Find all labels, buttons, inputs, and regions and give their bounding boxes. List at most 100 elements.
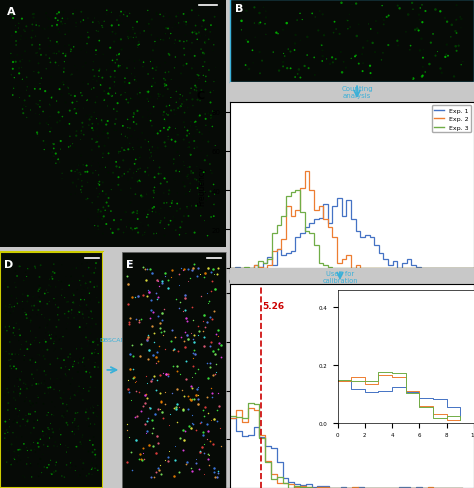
Point (77, 296, 84, 304)
Point (182, 460, 190, 468)
Point (188, 40, 196, 48)
Point (135, 153, 142, 161)
Point (180, 136, 188, 144)
Point (168, 24, 176, 32)
Point (90, 464, 97, 471)
Point (170, 472, 178, 480)
Point (157, 397, 165, 405)
Point (160, 190, 168, 198)
Point (57, 21, 65, 29)
Point (153, 230, 160, 238)
Point (8, 292, 15, 300)
Point (85, 470, 93, 478)
Point (42, 329, 49, 337)
Point (364, 38, 371, 46)
Point (150, 473, 158, 481)
Point (46, 276, 54, 284)
Point (453, 48, 460, 56)
Point (13, 295, 20, 303)
Point (155, 283, 163, 291)
Point (70, 361, 77, 368)
Point (10, 388, 18, 396)
Point (175, 403, 182, 411)
Point (393, 38, 401, 45)
Point (211, 142, 219, 150)
Point (41, 314, 48, 322)
Point (316, 8, 323, 16)
Point (79, 124, 86, 132)
Point (86, 111, 94, 119)
Point (201, 21, 209, 29)
Point (82, 334, 90, 342)
Point (135, 94, 142, 102)
Point (71, 48, 78, 56)
Point (154, 294, 162, 302)
Point (44, 346, 51, 354)
Point (198, 147, 205, 155)
Point (191, 261, 198, 269)
Point (161, 116, 168, 124)
Point (452, 43, 459, 51)
Point (3, 427, 10, 434)
Point (142, 95, 150, 102)
Point (409, 75, 416, 83)
Point (123, 133, 131, 141)
Point (138, 169, 146, 177)
Point (165, 187, 173, 195)
Point (94, 341, 102, 349)
Point (197, 419, 204, 427)
Point (112, 90, 119, 98)
Point (6, 363, 14, 370)
Point (23, 87, 30, 95)
Point (156, 371, 164, 379)
Point (69, 100, 76, 107)
Point (8, 365, 15, 373)
Point (36, 298, 44, 306)
Point (46, 60, 54, 67)
Point (23, 273, 30, 281)
Point (71, 63, 79, 71)
Point (28, 382, 36, 389)
Point (58, 292, 65, 300)
Point (29, 11, 36, 19)
Point (158, 53, 165, 61)
Point (37, 75, 45, 83)
Point (169, 363, 177, 370)
Point (197, 180, 204, 188)
Point (143, 292, 150, 300)
Point (195, 113, 202, 121)
Point (126, 140, 134, 148)
Point (94, 364, 102, 371)
Point (44, 319, 52, 327)
Point (173, 190, 181, 198)
Point (42, 324, 49, 332)
Point (130, 110, 137, 118)
Point (184, 335, 191, 343)
Point (40, 432, 47, 440)
Point (48, 433, 55, 441)
Point (211, 24, 219, 32)
Point (187, 152, 194, 160)
Point (150, 339, 157, 346)
Point (57, 364, 65, 372)
Point (173, 419, 181, 427)
Point (113, 57, 121, 64)
Point (132, 34, 140, 42)
Point (126, 166, 134, 174)
Point (71, 430, 78, 438)
Point (6, 430, 13, 438)
Point (152, 410, 159, 418)
Point (31, 263, 38, 271)
Point (72, 409, 80, 417)
Point (22, 269, 29, 277)
Point (82, 168, 89, 176)
Point (105, 90, 112, 98)
Point (21, 386, 28, 394)
Point (113, 112, 121, 120)
Point (143, 88, 151, 96)
Point (206, 314, 213, 322)
Point (84, 306, 92, 314)
Point (151, 80, 159, 87)
Point (141, 229, 148, 237)
Point (110, 39, 118, 46)
